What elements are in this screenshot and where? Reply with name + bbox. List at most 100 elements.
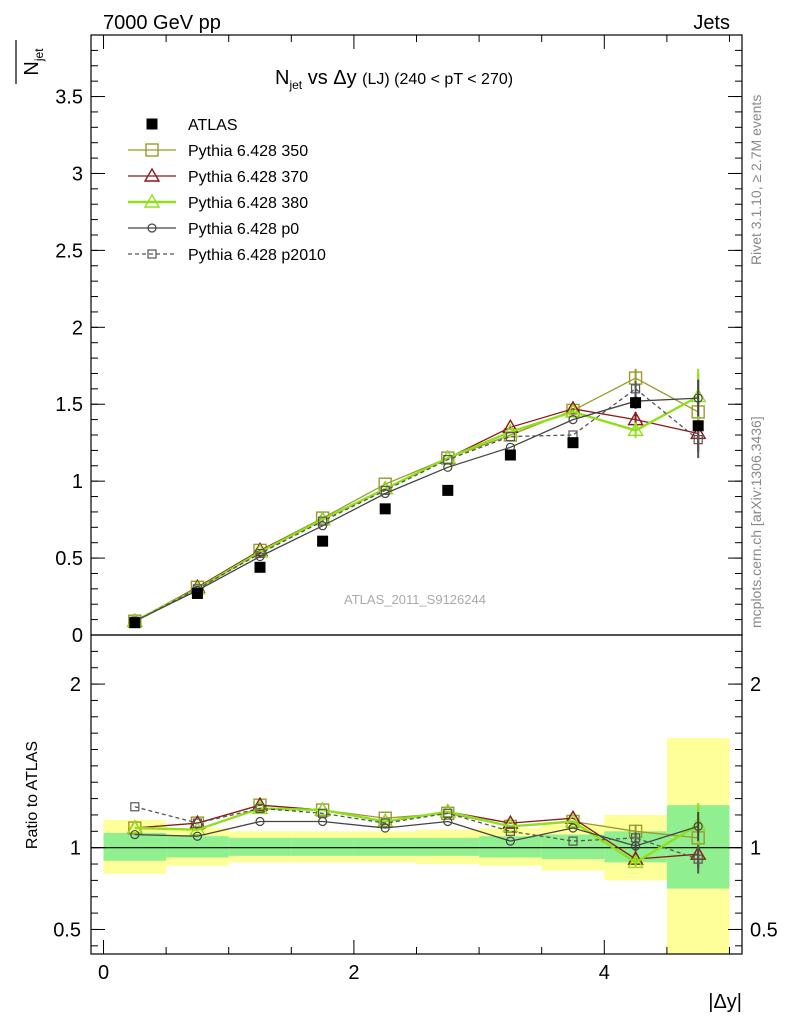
data-point bbox=[254, 561, 266, 573]
main-ytick-label: 3.5 bbox=[55, 87, 83, 109]
data-point bbox=[442, 484, 454, 496]
uncertainty-band-inner bbox=[416, 837, 480, 856]
data-point bbox=[379, 503, 391, 515]
series-line bbox=[134, 387, 699, 622]
ratio-series-pythia-6-428-p2010 bbox=[130, 802, 703, 874]
side-rivet-label: Rivet 3.1.10, ≥ 2.7M events bbox=[748, 95, 764, 265]
legend-marker bbox=[147, 249, 157, 259]
series-line bbox=[134, 377, 699, 622]
ratio-line bbox=[134, 806, 699, 860]
ratio-point bbox=[502, 814, 519, 829]
legend-entry: Pythia 6.428 370 bbox=[128, 167, 308, 186]
ratio-point bbox=[693, 854, 703, 864]
legend-marker bbox=[143, 167, 161, 182]
ratio-point bbox=[505, 836, 515, 846]
ratio-ytick-label-right: 0.5 bbox=[750, 919, 778, 941]
main-ylabel-main: N bbox=[21, 61, 43, 75]
legend-marker bbox=[147, 223, 157, 233]
chart-title: Njet vs Δy (LJ) (240 < pT < 270) bbox=[275, 67, 513, 92]
main-ylabel-text: Njet bbox=[21, 48, 46, 76]
data-point bbox=[443, 455, 453, 465]
legend-marker bbox=[146, 118, 158, 130]
ratio-panel: 0.5 0.5 1 1 2 2 0 2 4 Ratio to ATLAS |Δy| bbox=[24, 634, 778, 1013]
legend-entry: Pythia 6.428 350 bbox=[128, 143, 308, 160]
energy-label: 7000 GeV pp bbox=[103, 12, 221, 34]
legend: ATLAS Pythia 6.428 350 Pythia 6.428 370 Pyt… bbox=[128, 117, 326, 264]
data-point bbox=[630, 384, 641, 394]
data-point bbox=[568, 415, 578, 425]
ratio-xtick-label: 4 bbox=[599, 962, 610, 984]
data-point bbox=[318, 516, 328, 526]
legend-marker bbox=[143, 193, 161, 208]
series-line bbox=[134, 395, 699, 623]
ratio-point bbox=[380, 823, 390, 833]
ratio-point bbox=[318, 808, 328, 818]
ratio-point bbox=[564, 813, 582, 828]
ratio-point bbox=[255, 803, 265, 814]
data-point bbox=[255, 548, 265, 559]
uncertainty-band-inner bbox=[291, 837, 354, 856]
ratio-point bbox=[693, 821, 703, 832]
title-main: N bbox=[275, 67, 289, 89]
data-point bbox=[564, 400, 582, 415]
ratio-point bbox=[130, 802, 140, 812]
series-atlas bbox=[129, 397, 704, 629]
ratio-ytick-label: 1 bbox=[70, 838, 81, 860]
uncertainty-band-inner bbox=[166, 836, 229, 858]
ratio-point bbox=[255, 816, 265, 827]
series-line bbox=[134, 408, 699, 622]
ratio-ytick-label-right: 1 bbox=[750, 838, 761, 860]
series-pythia-6-428-350 bbox=[128, 368, 705, 628]
ratio-point bbox=[126, 819, 144, 834]
title-sub: jet bbox=[288, 78, 302, 92]
data-point bbox=[502, 423, 519, 438]
main-ytick-label: 0 bbox=[72, 625, 83, 647]
main-ytick-label: 0.5 bbox=[55, 548, 83, 570]
ratio-point bbox=[192, 831, 203, 841]
data-point bbox=[380, 485, 390, 495]
data-point bbox=[564, 403, 582, 418]
legend-label: Pythia 6.428 p0 bbox=[188, 221, 299, 238]
ratio-ytick-label: 0.5 bbox=[53, 919, 81, 941]
uncertainty-band-inner bbox=[103, 832, 167, 861]
title-rest: vs Δy bbox=[302, 67, 362, 89]
ratio-frame bbox=[90, 634, 743, 955]
uncertainty-band-inner bbox=[353, 837, 417, 856]
ratio-point bbox=[627, 854, 644, 869]
ratio-point bbox=[502, 818, 519, 833]
main-ytick-label: 3 bbox=[72, 163, 83, 185]
legend-entry: ATLAS bbox=[146, 117, 238, 134]
ratio-xtick-label: 0 bbox=[98, 962, 109, 984]
ratio-ytick-label: 2 bbox=[70, 674, 81, 696]
ratio-ylabel: Ratio to ATLAS bbox=[24, 741, 41, 849]
legend-entry: Pythia 6.428 380 bbox=[128, 193, 308, 212]
ratio-ytick-label-right: 2 bbox=[750, 674, 761, 696]
ratio-point bbox=[568, 823, 578, 833]
ratio-xtick-label: 2 bbox=[348, 962, 359, 984]
title-small: (LJ) (240 < pT < 270) bbox=[362, 71, 513, 88]
series-pythia-6-428-p2010 bbox=[130, 381, 703, 626]
ratio-series-pythia-6-428-p0 bbox=[130, 811, 703, 852]
ratio-line bbox=[134, 820, 699, 847]
data-point bbox=[630, 397, 642, 409]
main-ytick-label: 2 bbox=[72, 317, 83, 339]
legend-label: Pythia 6.428 350 bbox=[188, 143, 308, 160]
ratio-point bbox=[505, 826, 515, 836]
data-point bbox=[504, 449, 516, 461]
series-line bbox=[134, 397, 699, 622]
ratio-point bbox=[380, 818, 390, 828]
data-point bbox=[505, 431, 515, 442]
analysis-watermark: ATLAS_2011_S9126244 bbox=[344, 592, 486, 607]
main-ytick-label: 2.5 bbox=[55, 240, 83, 262]
category-label: Jets bbox=[693, 12, 730, 34]
ratio-point bbox=[568, 836, 578, 846]
ratio-point bbox=[564, 809, 582, 824]
main-ytick-label: 1.5 bbox=[55, 394, 83, 416]
main-ylabel-sub: jet bbox=[32, 48, 46, 62]
data-point bbox=[567, 437, 579, 449]
series-pythia-6-428-380 bbox=[126, 368, 707, 627]
ratio-line bbox=[134, 807, 699, 864]
data-point bbox=[129, 617, 141, 629]
ratio-point bbox=[189, 821, 206, 836]
